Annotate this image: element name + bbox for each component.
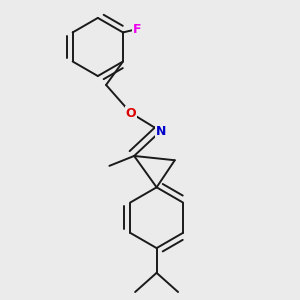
Text: F: F <box>133 22 141 36</box>
Text: O: O <box>125 106 136 119</box>
Text: N: N <box>155 125 166 138</box>
